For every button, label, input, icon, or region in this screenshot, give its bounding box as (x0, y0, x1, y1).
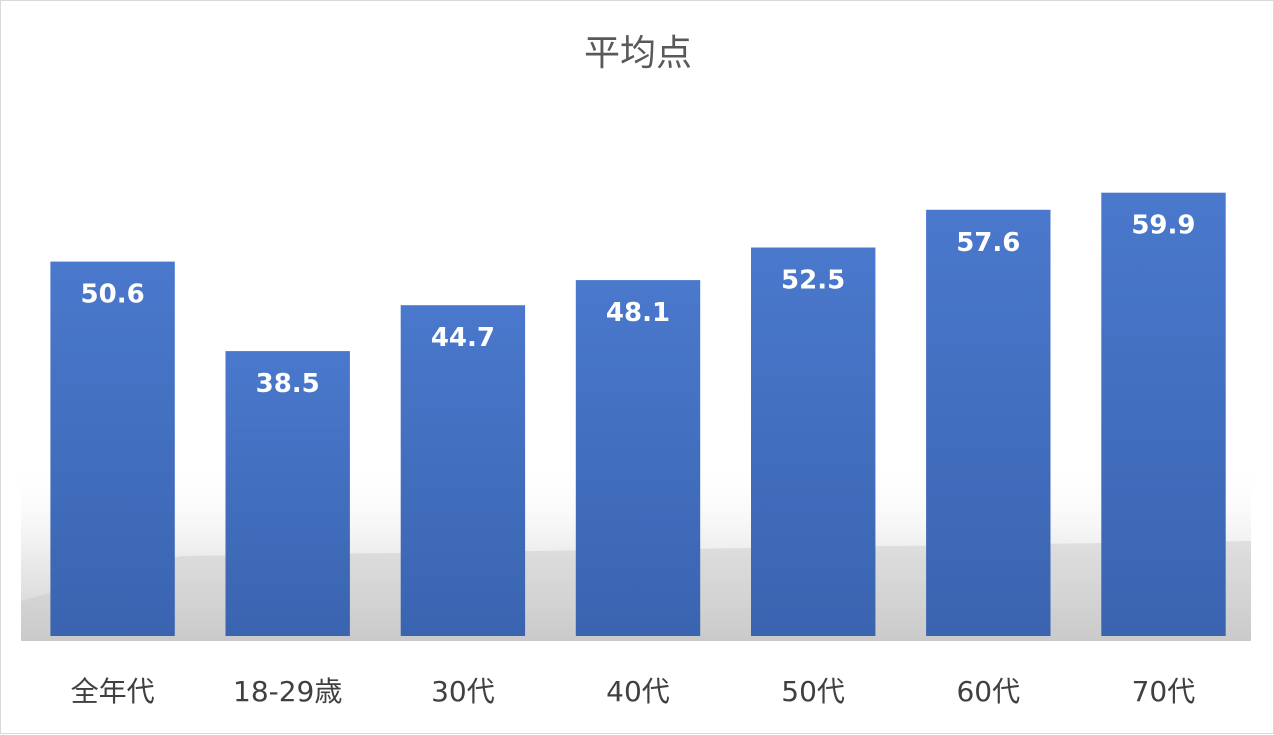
x-axis-ticks-group: 全年代 18-29歳 30代 40代 50代 60代 70代 (71, 675, 1196, 708)
data-labels-group: 50.6 38.5 44.7 48.1 52.5 57.6 59.9 (81, 211, 1196, 399)
bars-group (50, 192, 1226, 637)
data-label-0: 50.6 (81, 280, 145, 310)
bar-0 (50, 261, 175, 636)
x-tick-label-5: 60代 (956, 675, 1020, 708)
data-label-1: 38.5 (256, 369, 320, 399)
data-label-6: 59.9 (1131, 211, 1195, 241)
x-tick-label-6: 70代 (1132, 675, 1196, 708)
chart-title: 平均点 (584, 33, 692, 74)
x-tick-label-0: 全年代 (71, 675, 155, 708)
x-tick-label-3: 40代 (606, 675, 670, 708)
bar-1 (225, 351, 350, 636)
x-tick-label-1: 18-29歳 (233, 675, 342, 708)
bar-6 (1101, 192, 1226, 636)
x-tick-label-4: 50代 (781, 675, 845, 708)
x-tick-label-2: 30代 (431, 675, 495, 708)
data-label-5: 57.6 (956, 228, 1020, 258)
bar-3 (575, 280, 701, 636)
bar-5 (926, 209, 1051, 637)
data-label-4: 52.5 (781, 266, 845, 296)
bar-4 (751, 247, 876, 636)
bar-2 (400, 305, 526, 636)
data-label-3: 48.1 (606, 298, 670, 328)
data-label-2: 44.7 (431, 323, 495, 353)
